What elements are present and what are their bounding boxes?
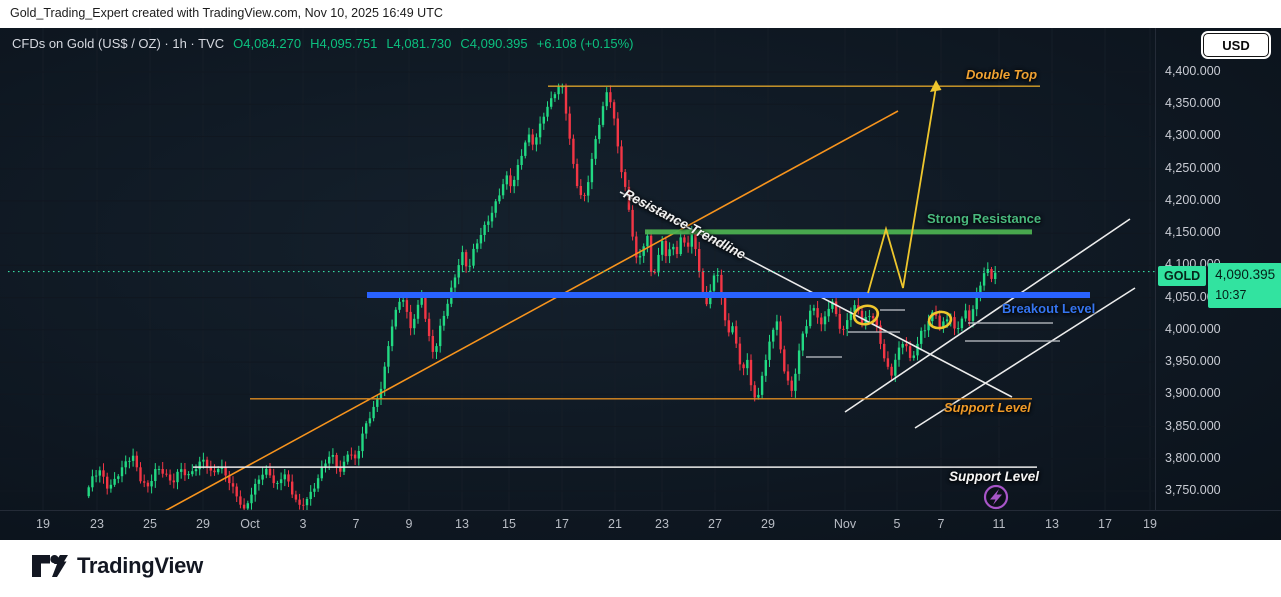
x-axis-tick: 13 <box>1045 517 1059 531</box>
x-axis-tick: Nov <box>833 517 857 531</box>
support-level-orange-label: Support Level <box>944 400 1031 415</box>
y-axis-tick: 4,400.000 <box>1165 64 1221 78</box>
x-axis-tick: 21 <box>608 517 622 531</box>
y-axis-tick: 4,050.000 <box>1165 289 1221 304</box>
ohlc-open: O4,084.270 <box>233 36 302 51</box>
last-price-value: 4,090.395 <box>1215 267 1276 282</box>
symbol-title[interactable]: CFDs on Gold (US$ / OZ) · 1h · TVC <box>12 36 225 51</box>
support-level-white-label: Support Level <box>949 469 1040 484</box>
price-chart-canvas[interactable] <box>0 28 1155 510</box>
x-axis-tick: 7 <box>937 517 945 531</box>
y-axis-tick: 4,150.000 <box>1165 225 1221 240</box>
y-axis-tick: 4,300.000 <box>1165 128 1221 143</box>
double-top-label: Double Top <box>966 67 1038 82</box>
y-axis-tick: 4,350.000 <box>1165 96 1221 111</box>
x-axis-tick: 23 <box>655 517 669 531</box>
attribution-bar: Gold_Trading_Expert created with Trading… <box>0 0 1281 28</box>
price-axis-separator <box>1155 28 1156 510</box>
x-axis-tick: 9 <box>405 517 413 531</box>
x-axis-tick: Oct <box>240 517 260 531</box>
x-axis-tick: 11 <box>992 517 1006 531</box>
x-axis-tick: 15 <box>502 517 516 531</box>
y-axis-tick: 4,250.000 <box>1165 160 1221 175</box>
bottom-bar: TradingView <box>0 540 1281 597</box>
tradingview-logo[interactable]: TradingView <box>30 551 203 581</box>
y-axis-tick: 3,950.000 <box>1165 354 1221 369</box>
x-axis-tick: 29 <box>196 517 210 531</box>
y-axis-tick: 3,750.000 <box>1165 483 1221 497</box>
y-axis-tick: 4,000.000 <box>1165 321 1221 336</box>
ohlc-change: +6.108 (+0.15%) <box>536 36 634 51</box>
x-axis-tick: 3 <box>299 517 307 531</box>
tradingview-logo-text: TradingView <box>77 553 203 578</box>
time-axis[interactable]: 19 23 25 29 Oct 3 7 9 13 15 17 21 23 27 29 Nov 5 7 11 13 17 1… <box>0 511 1281 540</box>
strong-resistance-label: Strong Resistance <box>927 211 1042 226</box>
x-axis-tick: 27 <box>708 517 722 531</box>
y-axis-tick: 3,800.000 <box>1165 450 1221 465</box>
chart-panel[interactable]: CFDs on Gold (US$ / OZ) · 1h · TVC O4,08… <box>0 28 1281 540</box>
y-axis-tick: 4,200.000 <box>1165 192 1221 207</box>
tradingview-logo-icon <box>32 555 68 577</box>
time-axis-separator <box>0 510 1281 511</box>
x-axis-tick: 7 <box>352 517 360 531</box>
x-axis-tick: 25 <box>143 517 157 531</box>
x-axis-tick: 13 <box>455 517 469 531</box>
y-axis-tick: 3,850.000 <box>1165 418 1221 433</box>
ohlc-high: H4,095.751 <box>310 36 378 51</box>
ohlc-close: C4,090.395 <box>460 36 528 51</box>
ohlc-low: L4,081.730 <box>386 36 452 51</box>
x-axis-tick: 17 <box>1098 517 1112 531</box>
price-axis[interactable]: 4,400.000 4,350.000 4,300.000 4,250.000 4,20… <box>1156 28 1281 510</box>
currency-toggle-usd[interactable]: USD <box>1203 33 1269 57</box>
x-axis-tick: 19 <box>36 517 50 531</box>
bar-countdown: 10:37 <box>1215 288 1247 302</box>
symbol-badge: GOLD <box>1158 266 1207 286</box>
x-axis-tick: 19 <box>1143 517 1157 531</box>
x-axis-tick: 17 <box>555 517 569 531</box>
attribution-text: Gold_Trading_Expert created with Trading… <box>10 6 443 20</box>
breakout-level-label: Breakout Level <box>1002 301 1096 316</box>
last-price-label: GOLD 4,090.395 10:37 <box>1158 263 1281 308</box>
x-axis-tick: 29 <box>761 517 775 531</box>
x-axis-tick: 5 <box>893 517 901 531</box>
y-axis-tick: 3,900.000 <box>1165 386 1221 401</box>
x-axis-tick: 23 <box>90 517 104 531</box>
symbol-header: CFDs on Gold (US$ / OZ) · 1h · TVC O4,08… <box>12 36 634 51</box>
